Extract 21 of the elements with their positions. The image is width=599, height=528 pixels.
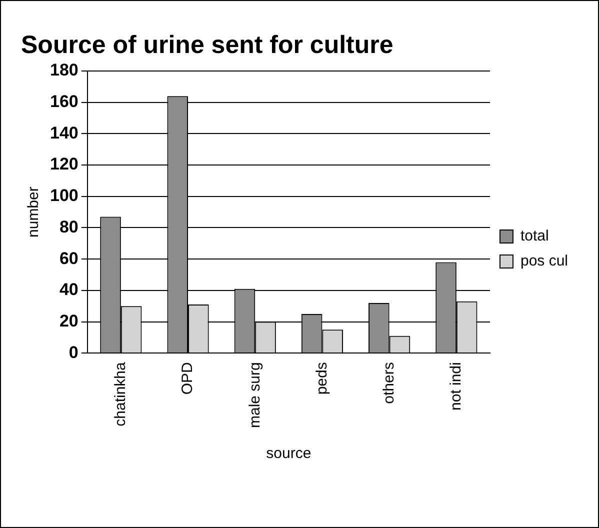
x-tick-label: not indi <box>448 362 465 411</box>
y-tick-label: 100 <box>50 186 78 206</box>
y-tick-label: 0 <box>68 342 78 362</box>
y-tick-label: 180 <box>50 60 78 80</box>
legend-label: total <box>520 228 549 245</box>
y-tick-label: 140 <box>50 123 78 142</box>
chart-title: Source of urine sent for culture <box>21 30 394 59</box>
x-tick-label: others <box>380 362 398 404</box>
y-tick-label: 160 <box>50 92 78 112</box>
y-tick-label: 80 <box>59 217 78 236</box>
legend-label: pos cul <box>520 252 568 270</box>
x-tick-label: chatinkha <box>112 361 130 426</box>
y-tick-label: 40 <box>59 280 78 300</box>
y-tick-label: 60 <box>59 248 78 268</box>
y-tick-label: 120 <box>50 154 78 174</box>
x-tick-label: peds <box>313 362 330 395</box>
x-axis-title: source <box>266 445 312 462</box>
x-tick-label: male surg <box>246 362 264 428</box>
y-axis-title: number <box>25 186 42 238</box>
x-tick-label: OPD <box>179 362 196 395</box>
y-tick-label: 20 <box>59 311 78 330</box>
